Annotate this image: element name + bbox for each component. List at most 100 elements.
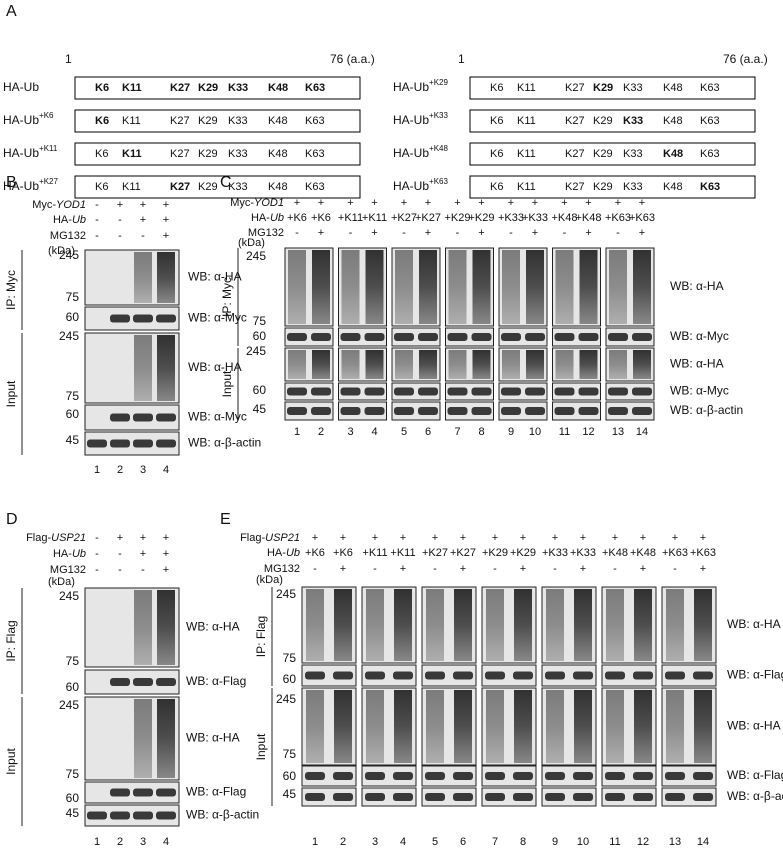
smear bbox=[546, 690, 564, 763]
condition-value: + bbox=[318, 227, 324, 239]
condition-value: + bbox=[460, 532, 466, 544]
smear bbox=[574, 690, 592, 763]
size-marker: 75 bbox=[66, 767, 80, 781]
lysine-site: K33 bbox=[228, 82, 248, 94]
band bbox=[578, 333, 599, 341]
construct-base: HA-Ub bbox=[393, 179, 429, 193]
group-label: IP: Myc bbox=[220, 277, 234, 317]
band bbox=[418, 407, 438, 415]
construct-sup: +K29 bbox=[429, 78, 448, 87]
band bbox=[513, 671, 533, 680]
lysine-site: K11 bbox=[517, 82, 536, 94]
condition-value: + bbox=[508, 197, 514, 209]
condition-name: Flag-USP21 bbox=[26, 532, 86, 544]
blot-box bbox=[661, 664, 717, 687]
band bbox=[501, 387, 521, 396]
condition-value: +K33 bbox=[570, 547, 596, 559]
condition-value: +K33 bbox=[498, 212, 524, 224]
band bbox=[608, 387, 628, 396]
blot-box bbox=[552, 401, 601, 421]
condition-value: +K11 bbox=[362, 212, 387, 224]
construct-name: HA-Ub+K27 bbox=[3, 177, 58, 193]
smear bbox=[419, 250, 437, 324]
smear bbox=[312, 250, 330, 324]
condition-value: - bbox=[118, 214, 122, 226]
kda-unit: (kDa) bbox=[256, 574, 283, 586]
condition-gene: Ub bbox=[72, 548, 86, 560]
condition-value: - bbox=[295, 227, 299, 239]
size-marker: 45 bbox=[66, 806, 80, 820]
condition-name: HA-Ub bbox=[53, 214, 86, 226]
condition-gene: Ub bbox=[286, 547, 300, 559]
smear bbox=[454, 589, 472, 661]
blot-box bbox=[601, 765, 657, 787]
blot-label: WB: α-β-actin bbox=[186, 808, 259, 822]
construct-sup: +K63 bbox=[429, 177, 448, 186]
smear bbox=[426, 690, 444, 763]
construct-name: HA-Ub+K29 bbox=[393, 78, 448, 94]
size-marker: 60 bbox=[283, 769, 297, 783]
lysine-site: K6 bbox=[490, 115, 503, 127]
blot-label: WB: α-Flag bbox=[186, 674, 246, 688]
condition-value: +K11 bbox=[362, 547, 387, 559]
size-marker: 75 bbox=[66, 290, 80, 304]
blot-label: WB: α-HA bbox=[188, 360, 242, 374]
band bbox=[513, 793, 533, 801]
size-marker: 75 bbox=[283, 651, 297, 665]
blot-box bbox=[541, 787, 597, 807]
condition-value: + bbox=[580, 532, 586, 544]
condition-value: - bbox=[141, 230, 145, 242]
lysine-site: K6 bbox=[95, 148, 108, 160]
band bbox=[665, 671, 685, 680]
lane-number: 3 bbox=[372, 836, 378, 848]
blot-box bbox=[84, 431, 180, 456]
condition-value: + bbox=[561, 197, 567, 209]
smear bbox=[341, 350, 360, 379]
smear bbox=[157, 335, 175, 401]
blot-box bbox=[421, 787, 477, 807]
size-marker: 245 bbox=[276, 587, 296, 601]
lysine-site: K48 bbox=[663, 115, 683, 127]
smear bbox=[555, 350, 574, 379]
condition-value: + bbox=[140, 214, 146, 226]
lane-number: 4 bbox=[163, 464, 169, 476]
condition-value: + bbox=[580, 563, 586, 575]
blot-box bbox=[421, 765, 477, 787]
condition-value: - bbox=[673, 563, 677, 575]
band bbox=[425, 772, 445, 780]
band bbox=[364, 333, 385, 341]
lane-number: 4 bbox=[163, 836, 169, 848]
condition-prefix: MG132 bbox=[50, 230, 86, 242]
blot-box bbox=[541, 765, 597, 787]
condition-value: - bbox=[402, 227, 406, 239]
condition-value: - bbox=[509, 227, 513, 239]
smear bbox=[306, 690, 324, 763]
condition-value: + bbox=[340, 532, 346, 544]
lane-number: 2 bbox=[318, 426, 324, 438]
lane-number: 5 bbox=[401, 426, 407, 438]
condition-value: + bbox=[425, 227, 431, 239]
blot-label: WB: α-HA bbox=[670, 279, 724, 293]
band bbox=[485, 793, 505, 801]
construct-name: HA-Ub bbox=[3, 80, 39, 94]
band bbox=[156, 788, 176, 797]
lysine-site: K33 bbox=[228, 115, 248, 127]
smear bbox=[694, 690, 712, 763]
size-marker: 60 bbox=[66, 310, 80, 324]
condition-value: - bbox=[95, 199, 99, 211]
blot-box bbox=[481, 765, 537, 787]
blot-label: WB: α-HA bbox=[186, 620, 240, 634]
blot-box bbox=[391, 401, 441, 421]
lane-number: 8 bbox=[520, 836, 526, 848]
band bbox=[340, 333, 361, 341]
lysine-site: K48 bbox=[663, 181, 683, 193]
lane-number: 11 bbox=[559, 426, 570, 438]
band bbox=[471, 387, 492, 396]
size-marker: 245 bbox=[276, 692, 296, 706]
band bbox=[471, 333, 492, 341]
lane-number: 2 bbox=[117, 836, 123, 848]
condition-value: +K6 bbox=[333, 547, 353, 559]
lysine-site: K11 bbox=[122, 148, 142, 160]
blot-box bbox=[84, 781, 180, 804]
